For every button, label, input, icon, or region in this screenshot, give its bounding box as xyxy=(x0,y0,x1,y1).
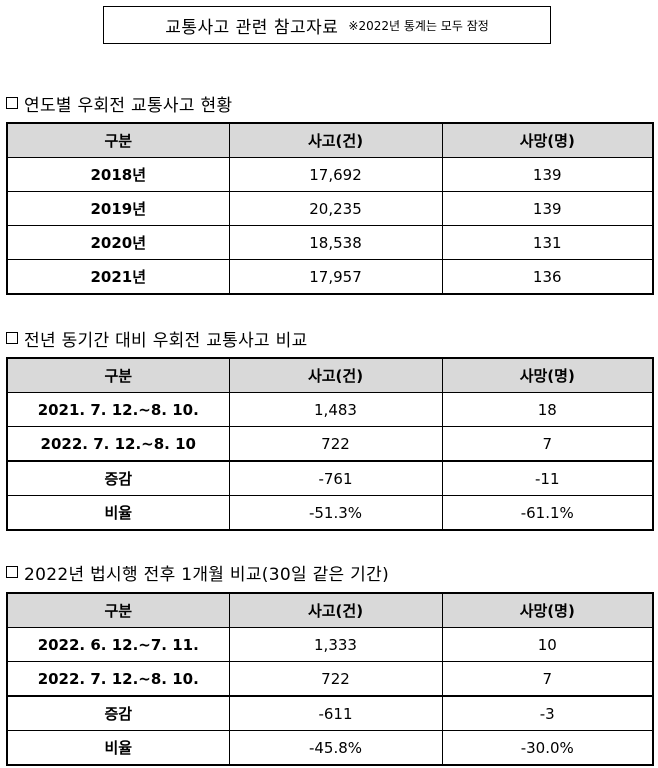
row-label: 2021. 7. 12.~8. 10. xyxy=(6,392,230,427)
deaths-cell: 18 xyxy=(441,392,654,427)
accidents-cell: 20,235 xyxy=(228,191,443,226)
table-header-row: 구분 사고(건) 사망(명) xyxy=(6,357,654,393)
header-deaths: 사망(명) xyxy=(441,592,654,628)
row-label: 2022. 6. 12.~7. 11. xyxy=(6,627,230,662)
table-row: 비율 -51.3% -61.1% xyxy=(6,495,654,531)
deaths-cell: -3 xyxy=(441,695,654,731)
header-deaths: 사망(명) xyxy=(441,357,654,393)
section-heading-law: 2022년 법시행 전후 1개월 비교(30일 같은 기간) xyxy=(6,561,389,585)
table-row: 2021년 17,957 136 xyxy=(6,259,654,295)
row-label: 비율 xyxy=(6,730,230,766)
row-label: 2020년 xyxy=(6,225,230,260)
table-header-row: 구분 사고(건) 사망(명) xyxy=(6,122,654,158)
accidents-cell: 17,957 xyxy=(228,259,443,295)
table-yearly: 구분 사고(건) 사망(명) 2018년 17,692 139 2019년 20… xyxy=(6,122,654,295)
row-label: 2022. 7. 12.~8. 10. xyxy=(6,661,230,697)
table-law: 구분 사고(건) 사망(명) 2022. 6. 12.~7. 11. 1,333… xyxy=(6,592,654,766)
row-label: 2021년 xyxy=(6,259,230,295)
accidents-cell: 722 xyxy=(228,426,443,462)
section-heading-label: 연도별 우회전 교통사고 현황 xyxy=(24,95,233,116)
section-heading-label: 전년 동기간 대비 우회전 교통사고 비교 xyxy=(24,330,308,351)
accidents-cell: 18,538 xyxy=(228,225,443,260)
accidents-cell: 722 xyxy=(228,661,443,697)
deaths-cell: 7 xyxy=(441,661,654,697)
table-row: 2018년 17,692 139 xyxy=(6,157,654,192)
deaths-cell: 10 xyxy=(441,627,654,662)
deaths-cell: 131 xyxy=(441,225,654,260)
header-deaths: 사망(명) xyxy=(441,122,654,158)
deaths-cell: -11 xyxy=(441,460,654,496)
table-row: 2022. 6. 12.~7. 11. 1,333 10 xyxy=(6,627,654,662)
table-row: 증감 -761 -11 xyxy=(6,460,654,496)
section-heading-label: 2022년 법시행 전후 1개월 비교(30일 같은 기간) xyxy=(24,564,389,585)
row-label: 2018년 xyxy=(6,157,230,192)
row-label: 증감 xyxy=(6,460,230,496)
header-category: 구분 xyxy=(6,592,230,628)
table-row: 증감 -611 -3 xyxy=(6,695,654,731)
table-row: 2022. 7. 12.~8. 10. 722 7 xyxy=(6,661,654,697)
checkbox-icon xyxy=(6,332,18,344)
deaths-cell: 139 xyxy=(441,157,654,192)
checkbox-icon xyxy=(6,97,18,109)
accidents-cell: -51.3% xyxy=(228,495,443,531)
section-heading-yoy: 전년 동기간 대비 우회전 교통사고 비교 xyxy=(6,327,308,351)
row-label: 2022. 7. 12.~8. 10 xyxy=(6,426,230,462)
title-box: 교통사고 관련 참고자료 ※2022년 통계는 모두 잠정 xyxy=(103,6,551,44)
table-row: 2020년 18,538 131 xyxy=(6,225,654,260)
table-row: 2021. 7. 12.~8. 10. 1,483 18 xyxy=(6,392,654,427)
header-category: 구분 xyxy=(6,122,230,158)
checkbox-icon xyxy=(6,566,18,578)
provisional-note: ※2022년 통계는 모두 잠정 xyxy=(348,18,489,33)
document-title: 교통사고 관련 참고자료 xyxy=(165,17,339,38)
row-label: 비율 xyxy=(6,495,230,531)
table-yoy: 구분 사고(건) 사망(명) 2021. 7. 12.~8. 10. 1,483… xyxy=(6,357,654,531)
row-label: 증감 xyxy=(6,695,230,731)
accidents-cell: -611 xyxy=(228,695,443,731)
accidents-cell: -45.8% xyxy=(228,730,443,766)
deaths-cell: -61.1% xyxy=(441,495,654,531)
deaths-cell: 136 xyxy=(441,259,654,295)
deaths-cell: 139 xyxy=(441,191,654,226)
accidents-cell: -761 xyxy=(228,460,443,496)
deaths-cell: -30.0% xyxy=(441,730,654,766)
header-accidents: 사고(건) xyxy=(228,592,443,628)
header-accidents: 사고(건) xyxy=(228,122,443,158)
table-row: 2019년 20,235 139 xyxy=(6,191,654,226)
table-row: 비율 -45.8% -30.0% xyxy=(6,730,654,766)
header-accidents: 사고(건) xyxy=(228,357,443,393)
header-category: 구분 xyxy=(6,357,230,393)
row-label: 2019년 xyxy=(6,191,230,226)
accidents-cell: 1,483 xyxy=(228,392,443,427)
section-heading-yearly: 연도별 우회전 교통사고 현황 xyxy=(6,92,233,116)
accidents-cell: 17,692 xyxy=(228,157,443,192)
accidents-cell: 1,333 xyxy=(228,627,443,662)
table-header-row: 구분 사고(건) 사망(명) xyxy=(6,592,654,628)
table-row: 2022. 7. 12.~8. 10 722 7 xyxy=(6,426,654,462)
deaths-cell: 7 xyxy=(441,426,654,462)
